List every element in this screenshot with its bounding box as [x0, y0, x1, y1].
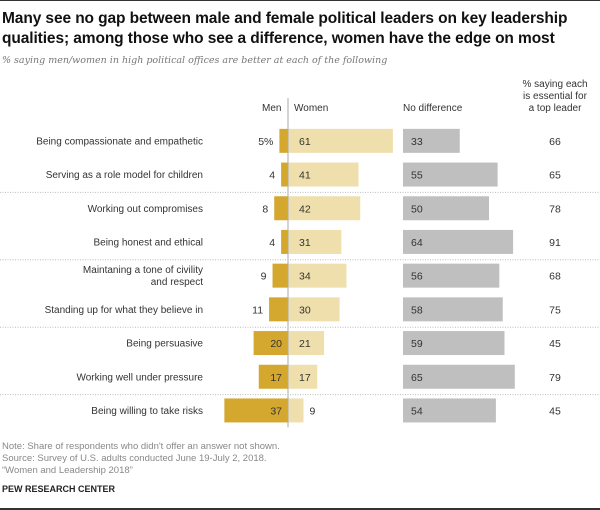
men-value-label: 11: [252, 304, 263, 316]
men-bar: [281, 162, 288, 187]
no-difference-bar: [403, 229, 514, 254]
column-header-essential-line3: a top leader: [528, 103, 582, 114]
men-bar: [224, 398, 288, 423]
top-rule: [0, 0, 600, 1]
column-header-women: Women: [294, 103, 329, 114]
chart-subtitle: % saying men/women in high political off…: [2, 55, 388, 66]
chart-plot: Being compassionate and empathetic 5% 61 33…: [0, 98, 600, 428]
no-difference-value-label: 55: [411, 170, 423, 182]
women-value-label: 34: [299, 271, 311, 283]
bottom-rule: [0, 508, 600, 510]
women-bar: [288, 162, 359, 187]
no-difference-value-label: 54: [411, 405, 423, 417]
essential-value-label: 75: [549, 304, 561, 316]
column-header-essential: % saying each is essential for a top lea…: [510, 79, 600, 115]
men-bar: [258, 364, 288, 389]
women-value-label: 21: [299, 338, 311, 350]
men-value-label: 5%: [258, 136, 273, 148]
column-header-no-difference: No difference: [403, 103, 463, 114]
essential-value-label: 66: [549, 136, 561, 148]
no-difference-value-label: 65: [411, 372, 423, 384]
women-value-label: 9: [309, 405, 315, 417]
essential-value-label: 78: [549, 203, 561, 215]
essential-value-label: 68: [549, 271, 561, 283]
note-text: Note: Share of respondents who didn't of…: [2, 441, 280, 452]
category-label: Being persuasive: [126, 339, 203, 350]
no-difference-bar: [403, 196, 489, 221]
no-difference-value-label: 64: [411, 237, 423, 249]
no-difference-value-label: 59: [411, 338, 423, 350]
men-bar: [279, 128, 288, 153]
men-bar: [269, 297, 288, 322]
no-difference-bar: [403, 364, 515, 389]
women-bar: [288, 398, 304, 423]
men-bar: [281, 229, 288, 254]
chart-title: Many see no gap between male and female …: [2, 10, 568, 47]
women-bar: [288, 297, 340, 322]
women-bar: [288, 196, 361, 221]
men-value-label: 8: [262, 203, 268, 215]
no-difference-value-label: 58: [411, 304, 423, 316]
essential-value-label: 45: [549, 338, 561, 350]
men-value-label: 4: [269, 170, 275, 182]
no-difference-value-label: 50: [411, 203, 423, 215]
essential-value-label: 79: [549, 372, 561, 384]
no-difference-bar: [403, 398, 496, 423]
category-label: and respect: [151, 277, 203, 288]
category-label: Being willing to take risks: [91, 406, 203, 417]
men-value-label: 37: [270, 405, 282, 417]
women-value-label: 42: [299, 203, 311, 215]
source-text: Source: Survey of U.S. adults conducted …: [2, 453, 267, 464]
no-difference-bar: [403, 162, 498, 187]
men-value-label: 4: [269, 237, 275, 249]
category-label: Working well under pressure: [76, 372, 203, 383]
column-header-essential-line2: is essential for: [523, 91, 587, 102]
no-difference-bar: [403, 263, 500, 288]
women-bar: [288, 128, 393, 153]
category-label: Maintaning a tone of civility: [83, 265, 203, 276]
essential-value-label: 91: [549, 237, 561, 249]
essential-value-label: 65: [549, 170, 561, 182]
men-bar: [272, 263, 288, 288]
women-value-label: 30: [299, 304, 311, 316]
men-value-label: 9: [261, 271, 267, 283]
no-difference-value-label: 33: [411, 136, 423, 148]
category-label: Being honest and ethical: [93, 237, 203, 248]
women-bar: [288, 263, 347, 288]
organization-label: PEW RESEARCH CENTER: [2, 484, 116, 494]
men-value-label: 20: [270, 338, 282, 350]
column-header-men: Men: [262, 103, 282, 114]
category-label: Serving as a role model for children: [46, 170, 203, 181]
women-value-label: 61: [299, 136, 311, 148]
women-bar: [288, 229, 342, 254]
category-label: Working out compromises: [88, 204, 203, 215]
women-bar: [288, 331, 325, 356]
men-value-label: 17: [270, 372, 282, 384]
women-value-label: 31: [299, 237, 311, 249]
no-difference-bar: [403, 297, 503, 322]
no-difference-bar: [403, 331, 505, 356]
category-label: Standing up for what they believe in: [45, 305, 203, 316]
women-value-label: 41: [299, 170, 311, 182]
women-bar: [288, 364, 318, 389]
category-label: Being compassionate and empathetic: [36, 136, 203, 147]
women-value-label: 17: [299, 372, 311, 384]
report-title: “Women and Leadership 2018”: [2, 465, 133, 476]
no-difference-value-label: 56: [411, 271, 423, 283]
essential-value-label: 45: [549, 405, 561, 417]
column-header-essential-line1: % saying each: [522, 79, 588, 90]
men-bar: [253, 331, 288, 356]
no-difference-bar: [403, 128, 460, 153]
chart-notes: Note: Share of respondents who didn't of…: [2, 441, 280, 477]
men-bar: [274, 196, 288, 221]
